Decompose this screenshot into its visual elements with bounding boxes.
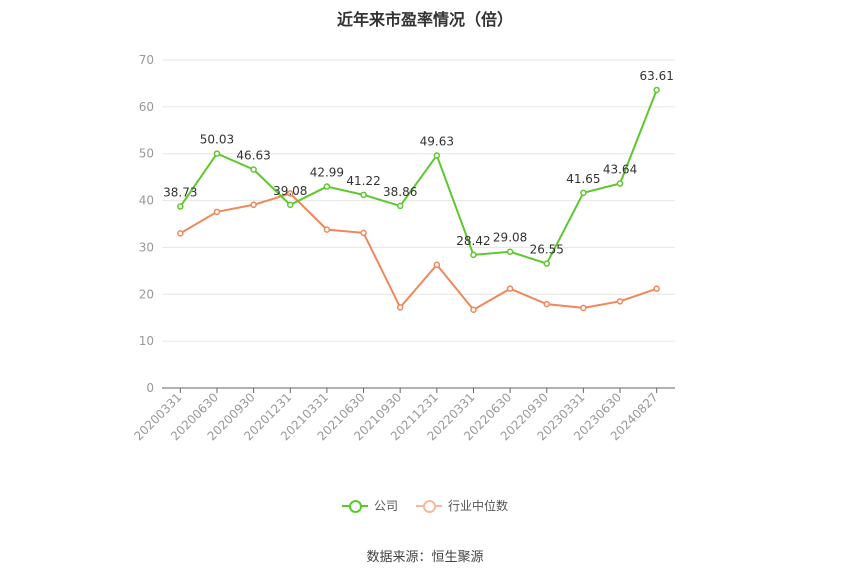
industry-median-point [470,306,477,313]
company-data-label: 46.63 [236,149,270,163]
company-data-label: 41.22 [346,174,380,188]
company-data-label: 43.64 [603,163,637,177]
company-point [213,150,221,157]
y-tick-label: 40 [139,194,154,208]
company-point [396,202,404,210]
chart-title: 近年来市盈率情况（倍） [336,10,513,29]
company-point [470,251,477,259]
company-data-label: 63.61 [639,69,673,83]
legend-marker-industry-median [416,499,442,513]
company-point [360,191,367,199]
company-data-label: 28.42 [456,234,490,248]
industry-median-line [179,192,658,311]
industry-median-point [287,190,294,197]
industry-median-point [323,226,331,233]
company-data-label: 49.63 [420,134,454,148]
company-point [543,260,550,267]
industry-median-point [177,230,184,237]
legend-item-industry-median[interactable]: 行业中位数 [416,497,508,514]
y-tick-label: 50 [139,147,154,161]
company-point [433,152,441,159]
y-tick-label: 70 [139,53,154,67]
company-data-label: 42.99 [310,166,344,180]
industry-median-point [213,208,221,216]
company-point [506,248,514,255]
industry-median-point [360,229,367,237]
company-data-label: 50.03 [200,133,234,147]
grid-lines [162,59,675,342]
y-tick-label: 30 [139,240,154,254]
company-data-label: 26.55 [530,243,564,257]
company-point [287,201,294,209]
company-data-label: 29.08 [493,231,527,245]
industry-median-point [616,298,624,305]
industry-median-point [396,304,404,311]
industry-median-point [250,201,257,209]
company-data-label: 38.73 [163,186,197,200]
data-source: 数据来源：恒生聚源 [366,550,484,565]
y-tick-label: 20 [139,287,154,301]
company-point [653,86,660,94]
x-axis: 2020033120200630202009302020123120210331… [131,387,675,443]
company-point [177,203,184,210]
company-point [250,166,257,173]
legend-label-industry-median: 行业中位数 [448,499,509,513]
industry-median-point [433,261,441,269]
y-tick-label: 10 [139,334,154,348]
legend-marker-company [341,499,368,513]
company-point [616,180,624,187]
industry-median-point [543,300,550,308]
legend-item-company[interactable]: 公司 [341,497,398,514]
y-tick-label: 0 [146,381,154,395]
industry-median-point [653,285,660,292]
company-point [323,183,331,190]
series-lines [177,86,660,313]
line-chart: 0 10 20 30 40 50 60 70 202003312020063020200930… [131,53,675,443]
industry-median-point [506,285,514,292]
y-axis-ticks: 0 10 20 30 40 50 60 70 [139,53,154,395]
company-line [179,89,658,265]
legend-label-company: 公司 [373,499,398,513]
company-data-label: 39.08 [273,184,307,198]
y-tick-label: 60 [139,100,154,114]
company-point [580,189,587,197]
legend: 公司 行业中位数 [0,497,850,514]
company-data-label: 41.65 [566,172,600,186]
company-data-label: 38.86 [383,185,417,199]
industry-median-point [580,304,587,312]
